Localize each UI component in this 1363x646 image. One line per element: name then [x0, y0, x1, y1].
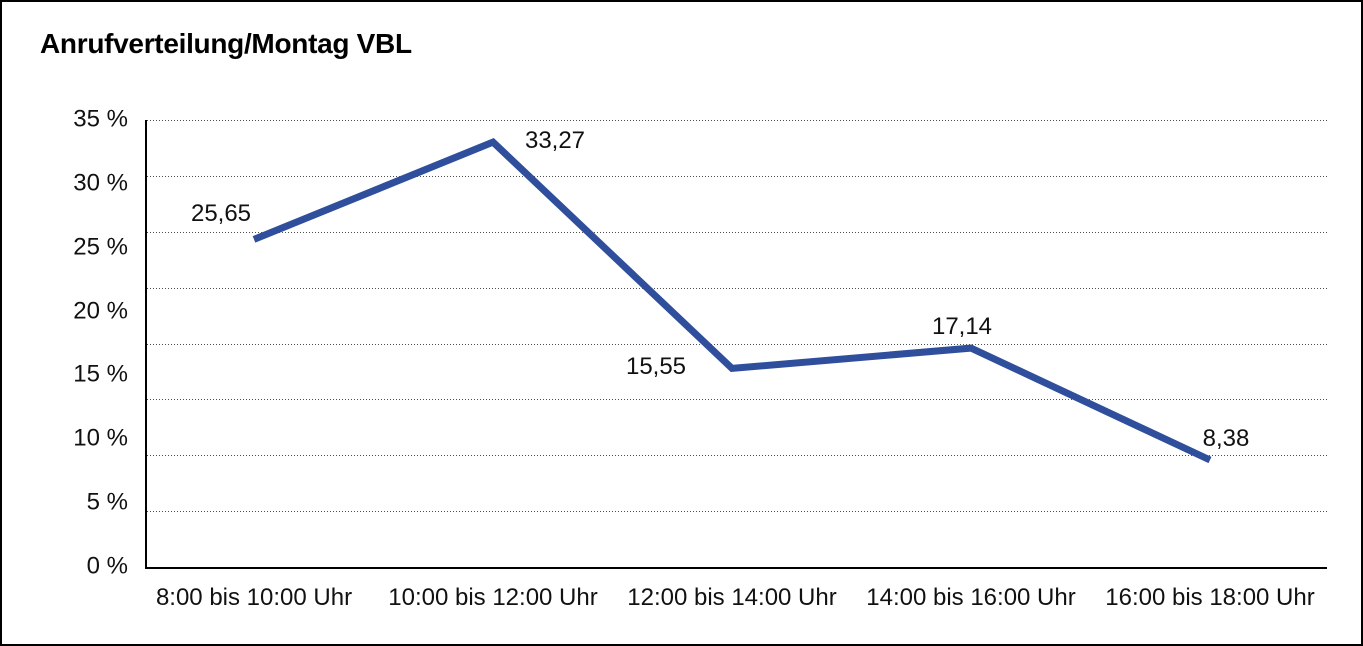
- y-axis-tick-label: 5 %: [86, 488, 128, 516]
- gridline-dotted: [147, 399, 1327, 401]
- gridline-dotted: [147, 343, 1327, 345]
- gridline-dotted: [147, 231, 1327, 233]
- x-axis-tick-label: 16:00 bis 18:00 Uhr: [1105, 584, 1315, 611]
- line-series-svg: [252, 138, 1212, 464]
- y-axis-tick-label: 0 %: [86, 552, 128, 580]
- x-axis-tick-label: 12:00 bis 14:00 Uhr: [627, 584, 837, 611]
- gridline-dotted: [147, 120, 1327, 121]
- data-series-line: [252, 138, 1212, 464]
- x-axis-tick-label: 10:00 bis 12:00 Uhr: [388, 584, 598, 611]
- y-axis-tick-label: 25 %: [73, 233, 128, 261]
- data-point-value-label: 25,65: [190, 200, 252, 228]
- data-point-value-label: 15,55: [625, 353, 687, 381]
- data-point-value-label: 17,14: [931, 313, 993, 341]
- x-axis-tick-label: 8:00 bis 10:00 Uhr: [155, 584, 353, 611]
- y-axis-tick-label: 15 %: [73, 360, 128, 388]
- gridline-dotted: [147, 287, 1327, 289]
- x-axis-tick-label: 14:00 bis 16:00 Uhr: [866, 584, 1076, 611]
- gridline-dotted: [147, 455, 1327, 457]
- y-axis-tick-label: 35 %: [73, 105, 128, 133]
- chart-title: Anrufverteilung/Montag VBL: [40, 28, 412, 59]
- data-point-value-label: 8,38: [1202, 425, 1250, 452]
- plot-area: 35 % 30 % 25 % 20 % 15 % 10 % 5 % 0 % 8:00 bis …: [73, 105, 1327, 611]
- data-point-value-label: 33,27: [524, 127, 586, 155]
- y-axis-tick-label: 20 %: [73, 297, 128, 325]
- y-axis-tick-label: 10 %: [73, 424, 128, 452]
- y-axis-tick-label: 30 %: [73, 169, 128, 197]
- gridline-dotted: [147, 511, 1327, 513]
- gridline-dotted: [147, 175, 1327, 177]
